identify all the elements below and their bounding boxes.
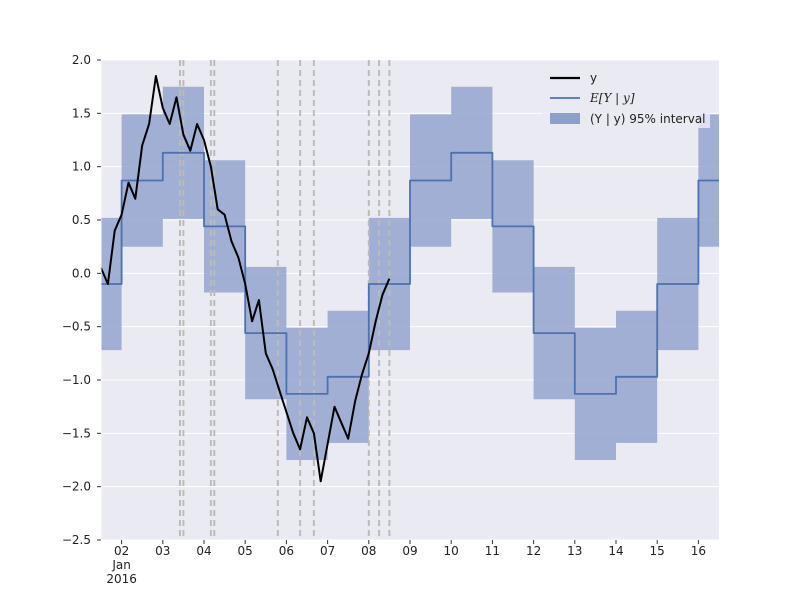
- x-tick-label-3: 05: [238, 544, 253, 558]
- x-tick-label-12: 14: [608, 544, 623, 558]
- x-tick-label-4: 06: [279, 544, 294, 558]
- x-tick-label-9: 11: [485, 544, 500, 558]
- x-tick-label-5: 07: [320, 544, 335, 558]
- expected-value-line: [101, 151, 719, 395]
- y-tick-label-6: −1.0: [62, 373, 91, 387]
- observed-line: [100, 75, 391, 483]
- x-tick-label-14: 16: [691, 544, 706, 558]
- y-tick-label-8: −2.0: [62, 480, 91, 494]
- series-layer: [100, 75, 719, 483]
- x-tick-label-13: 15: [650, 544, 665, 558]
- legend-label-y: y: [590, 71, 597, 85]
- y-tick-label-3: 0.5: [72, 213, 91, 227]
- x-tick-label-0: 02: [114, 544, 129, 558]
- y-tick-label-1: 1.5: [72, 106, 91, 120]
- x-tick-label-2: 04: [196, 544, 211, 558]
- x-tick-label-6: 08: [361, 544, 376, 558]
- y-tick-label-5: −0.5: [62, 320, 91, 334]
- legend: y E[Y | y] (Y | y) 95% interval: [542, 66, 710, 128]
- x-year-label: 2016: [106, 572, 137, 586]
- legend-label-expected: E[Y | y]: [589, 91, 635, 105]
- x-tick-label-10: 12: [526, 544, 541, 558]
- legend-swatch-interval: [550, 113, 580, 124]
- x-month-label: Jan: [111, 558, 131, 572]
- axes: 2.0 1.5 1.0 0.5 0.0 −0.5 −1.0 −1.5 −2.0 −2.5 02 03 0…: [62, 53, 706, 586]
- legend-label-interval: (Y | y) 95% interval: [590, 112, 706, 126]
- x-tick-label-1: 03: [155, 544, 170, 558]
- y-tick-label-0: 2.0: [72, 53, 91, 67]
- x-tick-label-8: 10: [444, 544, 459, 558]
- y-tick-label-4: 0.0: [72, 266, 91, 280]
- y-tick-label-9: −2.5: [62, 533, 91, 547]
- y-tick-label-2: 1.0: [72, 160, 91, 174]
- y-tick-label-7: −1.5: [62, 426, 91, 440]
- x-tick-label-7: 09: [402, 544, 417, 558]
- x-tick-label-11: 13: [567, 544, 582, 558]
